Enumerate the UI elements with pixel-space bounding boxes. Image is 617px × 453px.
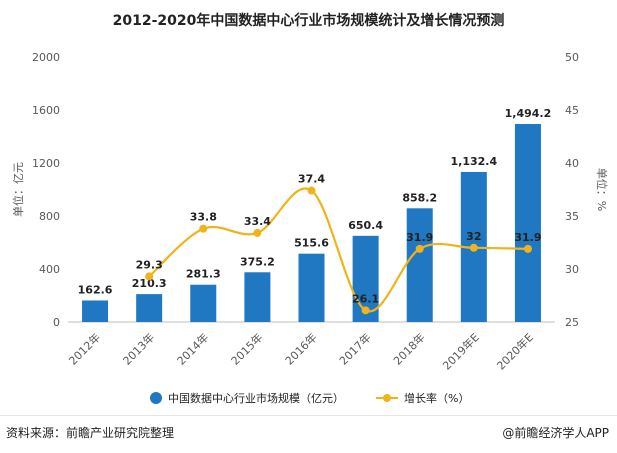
y-left-axis-label: 单位：亿元 xyxy=(11,162,25,217)
bar xyxy=(244,272,271,322)
x-tick-label: 2017年 xyxy=(336,330,373,367)
growth-rate-point xyxy=(307,186,316,195)
x-tick-label: 2012年 xyxy=(66,330,103,367)
bar xyxy=(136,294,163,322)
bar-data-label: 858.2 xyxy=(402,191,437,204)
y-right-tick-label: 30 xyxy=(565,263,579,276)
growth-rate-point xyxy=(145,272,154,281)
bar-data-label: 210.3 xyxy=(132,277,167,290)
y-left-tick-label: 0 xyxy=(53,316,60,329)
bar-data-label: 515.6 xyxy=(294,237,329,250)
source-note: 资料来源：前瞻产业研究院整理 xyxy=(6,426,175,440)
growth-rate-point xyxy=(253,228,262,237)
growth-rate-point xyxy=(415,244,424,253)
bar-data-label: 375.2 xyxy=(240,255,275,268)
y-right-tick-label: 35 xyxy=(565,210,579,223)
growth-rate-point xyxy=(199,224,208,233)
y-right-tick-label: 50 xyxy=(565,51,579,64)
legend-bar-swatch xyxy=(150,392,162,404)
y-left-tick-label: 1600 xyxy=(32,104,60,117)
growth-rate-data-label: 32 xyxy=(466,230,481,243)
growth-rate-data-label: 33.4 xyxy=(244,215,271,228)
y-left-tick-label: 1200 xyxy=(32,157,60,170)
x-tick-label: 2016年 xyxy=(282,330,319,367)
legend-line-label: 增长率（%） xyxy=(404,391,469,405)
y-right-tick-label: 45 xyxy=(565,104,579,117)
bar xyxy=(514,124,541,323)
y-left-tick-label: 800 xyxy=(39,210,60,223)
growth-rate-data-label: 31.9 xyxy=(406,231,433,244)
bar-data-label: 1,494.2 xyxy=(505,107,552,120)
y-right-axis-label: 单位：% xyxy=(595,168,609,211)
y-right-tick-label: 40 xyxy=(565,157,579,170)
bar xyxy=(298,253,325,322)
x-tick-label: 2020年E xyxy=(494,330,536,372)
growth-rate-data-label: 33.8 xyxy=(190,211,217,224)
y-left-tick-label: 2000 xyxy=(32,51,60,64)
bar-data-label: 281.3 xyxy=(186,268,221,281)
bar xyxy=(82,300,109,322)
x-tick-label: 2014年 xyxy=(174,330,211,367)
growth-rate-line xyxy=(148,187,528,313)
bar xyxy=(406,208,433,322)
bar-data-label: 650.4 xyxy=(348,219,383,232)
chart-title: 2012-2020年中国数据中心行业市场规模统计及增长情况预测 xyxy=(112,13,505,29)
x-tick-label: 2019年E xyxy=(440,330,482,372)
x-tick-label: 2013年 xyxy=(120,330,157,367)
footer-divider xyxy=(0,415,617,416)
x-tick-label: 2018年 xyxy=(390,330,427,367)
growth-rate-data-label: 37.4 xyxy=(298,173,325,186)
bar-data-label: 162.6 xyxy=(78,283,113,296)
growth-rate-data-label: 29.3 xyxy=(136,258,163,271)
growth-rate-data-label: 26.1 xyxy=(352,292,379,305)
brand-label: @前瞻经济学人APP xyxy=(502,426,609,440)
bar-data-label: 1,132.4 xyxy=(451,155,498,168)
growth-rate-point xyxy=(361,306,370,315)
bar xyxy=(190,284,217,322)
legend-line-marker xyxy=(383,394,391,402)
legend-bar-label: 中国数据中心行业市场规模（亿元） xyxy=(168,391,344,405)
y-left-tick-label: 400 xyxy=(39,263,60,276)
growth-rate-point xyxy=(469,243,478,252)
x-tick-label: 2015年 xyxy=(228,330,265,367)
growth-rate-data-label: 31.9 xyxy=(514,231,541,244)
y-right-tick-label: 25 xyxy=(565,316,579,329)
growth-rate-point xyxy=(523,244,532,253)
